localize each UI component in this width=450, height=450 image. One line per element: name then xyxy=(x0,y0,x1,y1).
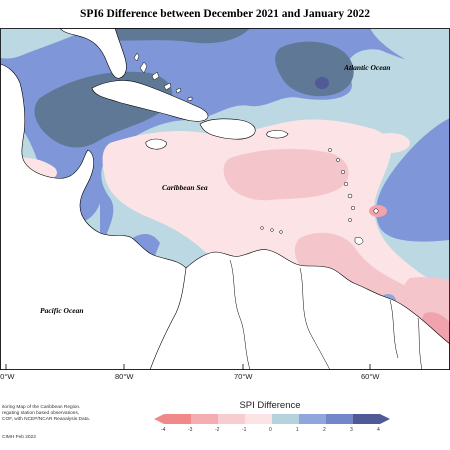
legend-cell xyxy=(218,414,245,424)
wet-light-north xyxy=(0,28,90,59)
legend-tick-label: -4 xyxy=(161,427,166,433)
legend-title: SPI Difference xyxy=(239,400,301,411)
land-florida xyxy=(59,28,127,79)
legend-arrow-high xyxy=(380,414,390,424)
legend-tick-label: -1 xyxy=(242,427,247,433)
footnote: itoring Map of the Caribbean Region. reg… xyxy=(2,405,112,423)
land-jamaica xyxy=(145,138,167,150)
dry-zone-central xyxy=(223,148,349,201)
tick-90w: 90°W xyxy=(0,372,15,381)
legend-tick-label: 0 xyxy=(269,427,272,433)
map-title: SPI6 Difference between December 2021 an… xyxy=(80,8,370,20)
land-south-america xyxy=(149,249,450,370)
land-puerto-rico xyxy=(266,129,289,139)
legend-colorbar xyxy=(154,414,390,424)
border-lines xyxy=(229,259,423,370)
wet-strong-north xyxy=(90,28,250,44)
wet-strong-atlantic xyxy=(275,41,354,97)
label-atlantic: Atlantic Ocean xyxy=(343,63,390,72)
longitude-tick-marks xyxy=(5,364,371,370)
spi-difference-map: Atlantic Ocean Caribbean Sea Pacific Oce… xyxy=(0,28,450,370)
legend-cell xyxy=(272,414,299,424)
tick-80w: 80°W xyxy=(115,372,134,381)
legend-cell xyxy=(326,414,353,424)
land-hispaniola xyxy=(199,118,256,140)
islands-abc xyxy=(260,226,283,234)
legend-cell xyxy=(299,414,326,424)
credit: CIMH Feb 2022 xyxy=(2,435,36,440)
footnote-line-2: regating station based observations, xyxy=(2,411,80,416)
land-central-america xyxy=(0,63,211,370)
tick-60w: 60°W xyxy=(361,372,380,381)
legend-tick-label: -3 xyxy=(188,427,193,433)
wet-core-atlantic xyxy=(315,77,329,89)
land-cuba xyxy=(91,80,209,122)
legend-cell xyxy=(164,414,191,424)
label-pacific: Pacific Ocean xyxy=(40,306,84,315)
legend-tick-label: 2 xyxy=(323,427,326,433)
wet-light-ne xyxy=(370,28,450,70)
legend-cell xyxy=(353,414,380,424)
legend-tick-label: 4 xyxy=(377,427,380,433)
tick-70w: 70°W xyxy=(234,372,253,381)
legend-cell xyxy=(191,414,218,424)
dry-spot-barbados xyxy=(370,133,410,153)
legend-tick-label: 3 xyxy=(350,427,353,433)
label-caribbean: Caribbean Sea xyxy=(162,183,208,192)
legend-arrow-low xyxy=(154,414,164,424)
wet-zone-east xyxy=(375,118,450,242)
footnote-line-1: itoring Map of the Caribbean Region. xyxy=(2,405,81,410)
wet-light-belt xyxy=(0,127,100,239)
islands-lesser-antilles xyxy=(328,148,379,245)
islands-bahamas xyxy=(133,52,193,102)
legend-cell xyxy=(245,414,272,424)
footnote-line-3: COF, with NCEP/NCAR Reanalysis Data. xyxy=(2,417,90,422)
legend-tick-label: -2 xyxy=(215,427,220,433)
legend-tick-label: 1 xyxy=(296,427,299,433)
